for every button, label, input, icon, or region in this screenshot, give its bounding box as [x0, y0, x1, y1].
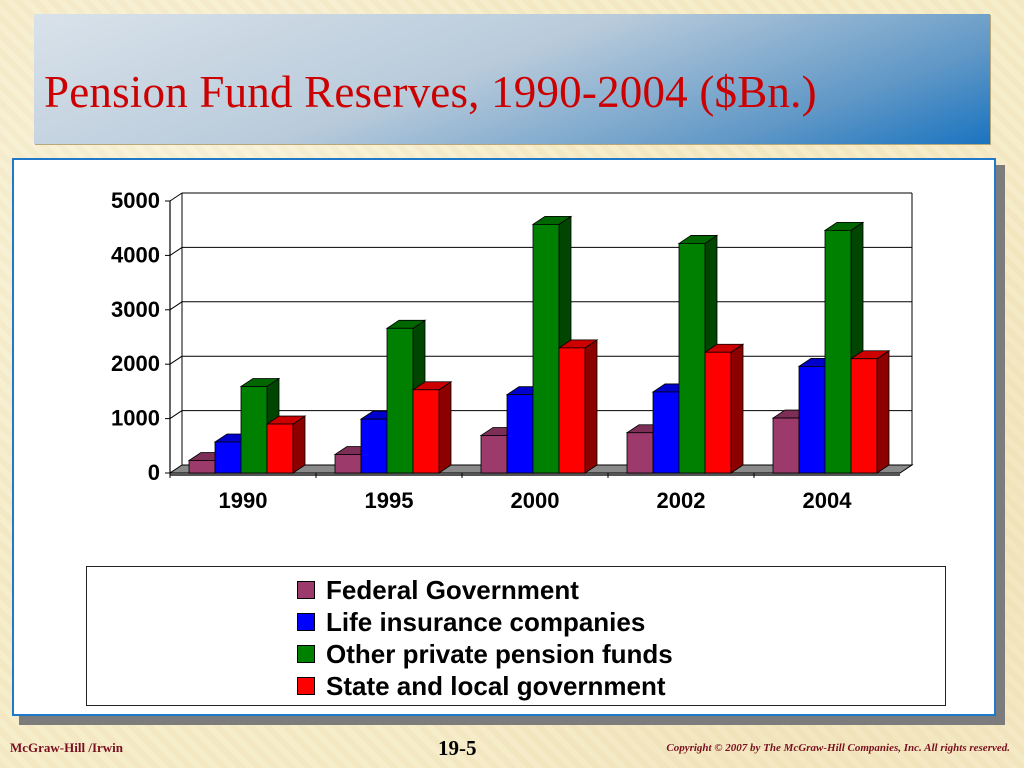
bar-side: [876, 350, 890, 474]
bar: [850, 358, 878, 474]
slide-title: Pension Fund Reserves, 1990-2004 ($Bn.): [44, 67, 817, 117]
legend-item-state-and-local-government: State and local government: [297, 670, 666, 702]
bar-side: [584, 339, 598, 474]
bar: [360, 418, 388, 474]
bar: [652, 391, 680, 474]
y-tick-labels: 0 1000 2000 3000 4000 5000: [111, 188, 160, 485]
y-tick-label: 5000: [111, 188, 160, 213]
x-tick-label: 1995: [365, 488, 414, 513]
bar: [334, 454, 362, 474]
y-tick-label: 3000: [111, 297, 160, 322]
legend-swatch-federal-government: [297, 581, 315, 599]
bar-side: [438, 381, 452, 474]
gridline-depth: [169, 355, 183, 365]
bar: [386, 327, 414, 474]
bar: [240, 386, 268, 474]
y-tick-label: 0: [148, 460, 160, 485]
bars: [187, 215, 891, 474]
copyright-notice: Copyright © 2007 by The McGraw-Hill Comp…: [666, 742, 1010, 754]
y-tick-label: 4000: [111, 242, 160, 267]
x-tick-label: 2000: [511, 488, 560, 513]
legend-swatch-life-insurance-companies: [297, 613, 315, 631]
chart-legend: Federal Government Life insurance compan…: [86, 566, 946, 706]
bar-side: [292, 415, 306, 474]
bar: [506, 394, 534, 474]
legend-swatch-state-and-local-government: [297, 677, 315, 695]
gridline-depth: [169, 246, 183, 256]
x-tick-label: 2002: [657, 488, 706, 513]
bar: [266, 423, 294, 474]
bar-side: [730, 343, 744, 474]
x-tick-labels: 1990 1995 2000 2002 2004: [219, 488, 853, 513]
gridline-depth: [169, 301, 183, 311]
bar: [188, 460, 216, 474]
y-tick-label: 1000: [111, 406, 160, 431]
bar: [480, 435, 508, 474]
bar: [412, 389, 440, 474]
y-tick-label: 2000: [111, 351, 160, 376]
bar: [678, 243, 706, 474]
bar: [214, 441, 242, 474]
floor-front: [170, 473, 900, 476]
legend-swatch-other-private-pension-funds: [297, 645, 315, 663]
legend-item-life-insurance-companies: Life insurance companies: [297, 606, 645, 638]
bar: [558, 347, 586, 474]
legend-label: Federal Government: [326, 574, 579, 605]
title-banner: Pension Fund Reserves, 1990-2004 ($Bn.): [34, 14, 990, 144]
bar: [532, 223, 560, 474]
bar: [798, 365, 826, 474]
page-number: 19-5: [438, 736, 477, 760]
gridline-depth: [169, 410, 183, 420]
bar: [626, 432, 654, 474]
legend-label: Life insurance companies: [326, 606, 646, 637]
bar: [772, 417, 800, 474]
legend-label: State and local government: [326, 670, 666, 701]
x-tick-label: 1990: [219, 488, 268, 513]
publisher-label: McGraw-Hill /Irwin: [10, 740, 124, 755]
legend-label: Other private pension funds: [326, 638, 673, 669]
x-tick-label: 2004: [803, 488, 853, 513]
legend-item-federal-government: Federal Government: [297, 574, 579, 606]
legend-item-other-private-pension-funds: Other private pension funds: [297, 638, 673, 670]
bar: [824, 229, 852, 474]
bar: [704, 351, 732, 474]
gridline-depth: [169, 192, 183, 202]
axes: [165, 192, 913, 478]
